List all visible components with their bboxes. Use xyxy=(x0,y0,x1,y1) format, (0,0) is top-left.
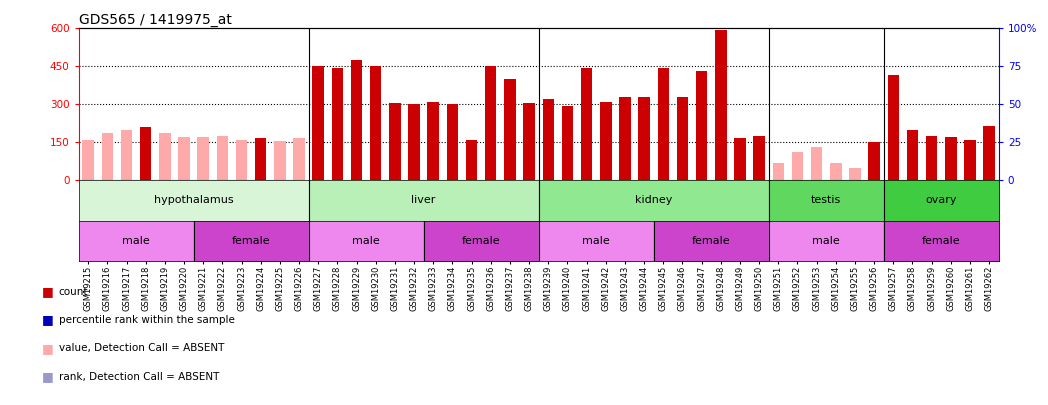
Text: male: male xyxy=(352,236,380,246)
Bar xyxy=(312,66,324,180)
Bar xyxy=(389,103,400,180)
Text: female: female xyxy=(922,236,961,246)
Text: ■: ■ xyxy=(42,285,53,298)
Bar xyxy=(983,126,995,180)
Bar xyxy=(255,139,266,180)
Bar xyxy=(523,103,534,180)
Text: percentile rank within the sample: percentile rank within the sample xyxy=(59,315,235,325)
Bar xyxy=(715,30,726,180)
Bar xyxy=(601,102,612,180)
Bar xyxy=(964,140,976,180)
Text: hypothalamus: hypothalamus xyxy=(154,196,234,205)
Bar xyxy=(159,133,171,180)
Bar xyxy=(293,139,305,180)
Bar xyxy=(696,71,707,180)
Bar xyxy=(485,66,497,180)
Bar xyxy=(370,66,381,180)
Bar xyxy=(275,141,286,180)
Bar xyxy=(754,136,765,180)
Bar xyxy=(102,133,113,180)
Bar xyxy=(925,136,937,180)
Bar xyxy=(888,75,899,180)
Bar xyxy=(735,139,746,180)
Bar xyxy=(331,68,343,180)
Text: female: female xyxy=(462,236,501,246)
Text: rank, Detection Call = ABSENT: rank, Detection Call = ABSENT xyxy=(59,372,219,382)
Bar xyxy=(446,104,458,180)
Bar xyxy=(465,140,477,180)
Text: male: male xyxy=(123,236,150,246)
Text: GDS565 / 1419975_at: GDS565 / 1419975_at xyxy=(79,13,232,27)
Text: count: count xyxy=(59,287,88,296)
Bar xyxy=(619,97,631,180)
Bar xyxy=(236,140,247,180)
Text: ■: ■ xyxy=(42,342,53,355)
Bar xyxy=(869,142,880,180)
Bar xyxy=(428,102,439,180)
Bar xyxy=(657,68,669,180)
Bar xyxy=(581,68,592,180)
Text: male: male xyxy=(583,236,610,246)
Bar xyxy=(772,162,784,180)
Bar xyxy=(830,162,842,180)
Bar xyxy=(907,130,918,180)
Bar xyxy=(351,60,363,180)
Text: female: female xyxy=(692,236,730,246)
Bar xyxy=(562,106,573,180)
Text: liver: liver xyxy=(412,196,436,205)
Text: value, Detection Call = ABSENT: value, Detection Call = ABSENT xyxy=(59,343,224,353)
Bar xyxy=(409,104,420,180)
Bar xyxy=(217,136,228,180)
Bar xyxy=(849,168,860,180)
Bar xyxy=(504,79,516,180)
Text: ■: ■ xyxy=(42,313,53,326)
Text: ■: ■ xyxy=(42,370,53,383)
Text: kidney: kidney xyxy=(635,196,673,205)
Bar xyxy=(945,137,957,180)
Text: female: female xyxy=(232,236,270,246)
Text: ovary: ovary xyxy=(925,196,957,205)
Bar xyxy=(791,152,803,180)
Text: testis: testis xyxy=(811,196,842,205)
Bar xyxy=(197,137,209,180)
Bar xyxy=(677,97,689,180)
Bar xyxy=(121,130,132,180)
Bar xyxy=(140,127,152,180)
Bar xyxy=(638,97,650,180)
Bar xyxy=(83,140,94,180)
Bar xyxy=(811,147,823,180)
Bar xyxy=(178,137,190,180)
Text: male: male xyxy=(812,236,840,246)
Bar xyxy=(543,99,554,180)
